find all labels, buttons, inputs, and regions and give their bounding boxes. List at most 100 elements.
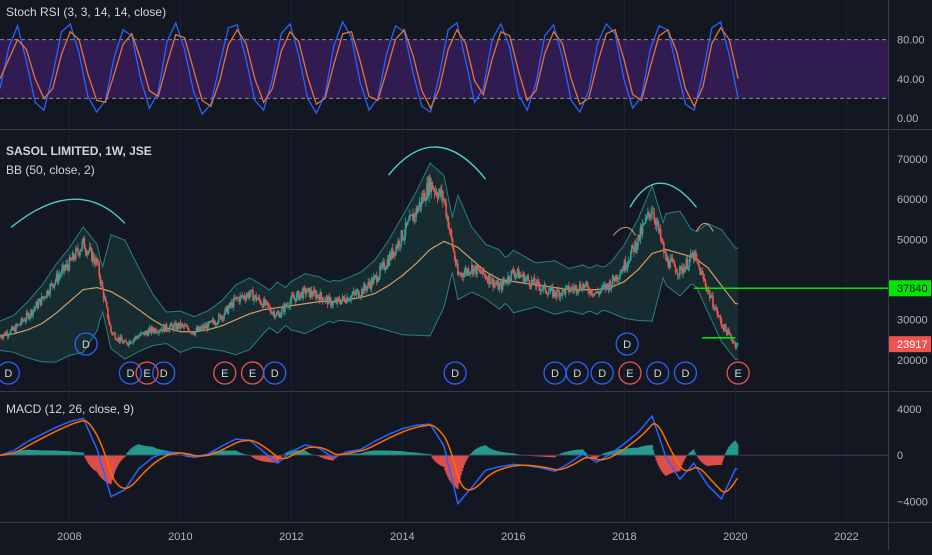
- dividend-badge-label: D: [573, 368, 581, 380]
- candle-body: [645, 216, 648, 218]
- candle-body: [81, 241, 83, 249]
- candle-body: [261, 304, 264, 308]
- macd-hist-bar: [704, 455, 707, 465]
- candle-body: [578, 284, 581, 291]
- macd-hist-bar: [388, 450, 391, 456]
- macd-hist-bar: [432, 455, 435, 460]
- macd-hist-bar: [606, 452, 609, 456]
- candle-body: [672, 260, 675, 262]
- candle-body: [305, 292, 308, 295]
- candle-body: [516, 268, 519, 274]
- macd-hist-bar: [685, 455, 688, 457]
- macd-hist-bar: [131, 447, 134, 456]
- candle-body: [461, 273, 463, 276]
- macd-hist-bar: [628, 448, 631, 456]
- candle-body: [284, 304, 286, 312]
- macd-hist-bar: [61, 450, 63, 456]
- candle-body: [593, 292, 596, 296]
- macd-hist-bar: [66, 451, 69, 456]
- candle-body: [671, 258, 674, 261]
- candle-body: [736, 342, 739, 346]
- macd-hist-bar: [648, 445, 650, 456]
- candle-body: [375, 275, 378, 283]
- macd-hist-bar: [649, 445, 651, 456]
- candle-body: [88, 247, 91, 252]
- earnings-badge-label: E: [626, 368, 633, 380]
- candle-body: [25, 312, 28, 320]
- macd-hist-bar: [561, 452, 564, 456]
- macd-hist-bar: [95, 455, 97, 472]
- macd-hist-bar: [664, 455, 666, 475]
- macd-hist-bar: [591, 455, 594, 458]
- candle-body: [216, 322, 219, 324]
- candle-body: [462, 275, 465, 277]
- macd-hist-bar: [299, 450, 301, 456]
- candle-body: [406, 221, 409, 226]
- candle-body: [143, 332, 145, 336]
- macd-hist-bar: [153, 447, 156, 456]
- macd-hist-bar: [261, 455, 264, 462]
- candle-body: [0, 335, 2, 338]
- macd-hist-bar: [724, 452, 727, 456]
- macd-hist-bar: [679, 455, 681, 472]
- macd-hist-bar: [369, 450, 372, 456]
- candle-body: [331, 305, 333, 307]
- dividend-badge: [118, 361, 143, 385]
- macd-hist-bar: [401, 451, 404, 456]
- macd-hist-bar: [174, 453, 176, 456]
- candle-body: [250, 289, 252, 294]
- macd-hist-bar: [137, 444, 140, 456]
- candle-body: [350, 295, 352, 300]
- macd-hist-bar: [350, 453, 352, 456]
- dividend-badge: [590, 361, 614, 385]
- macd-hist-bar: [327, 455, 330, 460]
- macd-hist-bar: [225, 450, 228, 456]
- candle-body: [192, 332, 194, 334]
- candle-body: [280, 308, 283, 315]
- macd-hist-bar: [121, 455, 124, 459]
- candle-body: [152, 330, 155, 333]
- macd-hist-bar: [167, 451, 170, 456]
- candle-body: [619, 273, 621, 278]
- macd-hist-bar: [29, 449, 31, 456]
- macd-hist-bar: [331, 455, 333, 461]
- macd-hist-bar: [38, 450, 41, 456]
- candle-body: [165, 324, 168, 330]
- candle-body: [273, 311, 276, 318]
- macd-hist-bar: [389, 450, 392, 456]
- macd-hist-bar: [494, 450, 497, 456]
- candle-body: [615, 275, 617, 282]
- macd-hist-bar: [716, 455, 719, 466]
- candle-body: [663, 243, 665, 253]
- candle-body: [132, 339, 135, 343]
- macd-hist-bar: [554, 455, 556, 458]
- candle-body: [558, 291, 561, 298]
- macd-hist-bar: [193, 455, 196, 458]
- macd-hist-bar: [501, 452, 504, 456]
- candle-body: [496, 281, 499, 285]
- candle-body: [374, 275, 377, 277]
- macd-hist-bar: [320, 455, 323, 458]
- macd-hist-bar: [633, 447, 635, 456]
- stoch-d-line: [0, 26, 739, 110]
- candle-body: [497, 281, 500, 290]
- candle-body: [276, 313, 279, 315]
- macd-hist-bar: [52, 450, 55, 456]
- candle-body: [50, 283, 53, 285]
- candle-body: [721, 325, 724, 327]
- candle-body: [706, 290, 709, 292]
- macd-hist-bar: [459, 455, 461, 479]
- candle-body: [285, 304, 287, 307]
- macd-hist-bar: [659, 455, 662, 470]
- candle-body: [370, 279, 373, 289]
- macd-hist-bar: [730, 444, 732, 456]
- candle-body: [644, 217, 647, 224]
- macd-hist-bar: [230, 450, 233, 456]
- macd-hist-bar: [76, 452, 78, 456]
- macd-hist-bar: [224, 450, 227, 456]
- macd-hist-bar: [543, 455, 546, 457]
- macd-hist-bar: [707, 455, 710, 466]
- candle-body: [175, 322, 177, 329]
